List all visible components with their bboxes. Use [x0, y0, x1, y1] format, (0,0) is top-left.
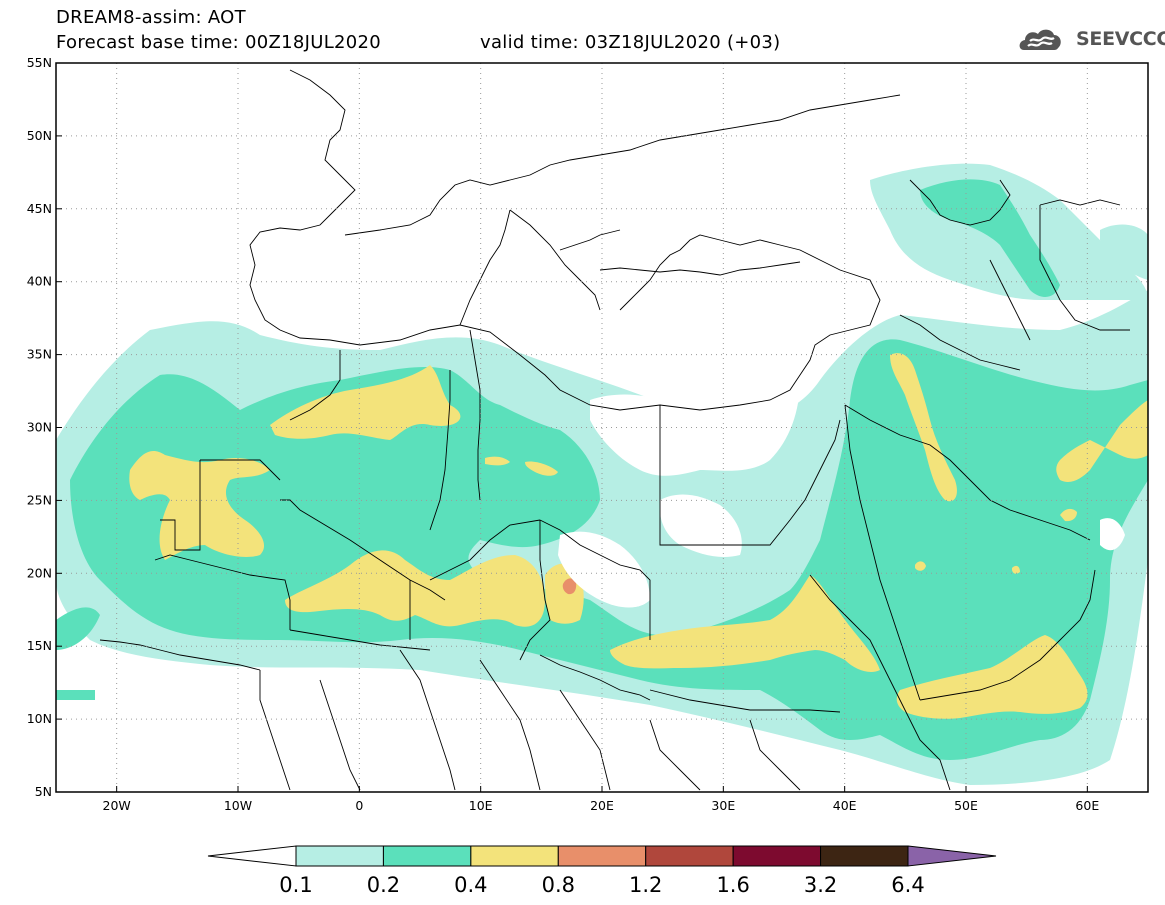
lon-label: 60E [1075, 798, 1099, 813]
lat-label: 10N [27, 711, 52, 726]
colorbar-label: 0.2 [367, 873, 400, 897]
lon-label: 10W [224, 798, 252, 813]
lon-label: 50E [954, 798, 978, 813]
colorbar-box-0.2-0.4 [382, 845, 472, 867]
forecast-base-time: Forecast base time: 00Z18JUL2020 [56, 32, 382, 53]
lon-label: 10E [469, 798, 493, 813]
colorbar-arrow-high [907, 845, 997, 867]
longitude-labels: 20W 10W 0 10E 20E 30E 40E 50E 60E [103, 798, 1100, 813]
colorbar-box-0.1-0.2 [295, 845, 384, 867]
lat-label: 35N [27, 347, 52, 362]
graticule [56, 63, 1148, 792]
colorbar-label: 3.2 [804, 873, 837, 897]
aot-layer-0.2-0.4 [56, 179, 1148, 760]
map-title: DREAM8-assim: AOT [56, 7, 246, 28]
colorbar-box-0.4-0.8 [470, 845, 559, 867]
colorbar-label: 0.8 [542, 873, 575, 897]
colorbar-box-0.8-1.2 [557, 845, 647, 867]
lat-label: 45N [27, 201, 52, 216]
country-borders [99, 69, 1130, 791]
latitude-labels: 55N 50N 45N 40N 35N 30N 25N 20N 15N 10N 5N [27, 55, 52, 799]
lon-label: 20E [590, 798, 614, 813]
lon-label: 40E [833, 798, 857, 813]
colorbar-labels: 0.1 0.2 0.4 0.8 1.2 1.6 3.2 6.4 [279, 873, 924, 897]
lat-label: 15N [27, 638, 52, 653]
aot-low-areas [558, 380, 1125, 608]
colorbar-label: 0.4 [454, 873, 487, 897]
lat-label: 55N [27, 55, 52, 70]
axis-ticks [56, 62, 1088, 793]
colorbar-label: 6.4 [891, 873, 924, 897]
colorbar-label: 1.6 [716, 873, 749, 897]
aot-layer-0.4-0.8 [129, 353, 1148, 719]
lat-label: 5N [35, 784, 52, 799]
colorbar-boxes [295, 845, 909, 867]
valid-time: valid time: 03Z18JUL2020 (+03) [480, 32, 781, 53]
lon-label: 30E [711, 798, 735, 813]
lat-label: 20N [27, 565, 52, 580]
colorbar-arrow-low [207, 845, 297, 867]
lat-label: 40N [27, 274, 52, 289]
lat-label: 30N [27, 420, 52, 435]
lon-label: 20W [103, 798, 131, 813]
colorbar-box-1.6-3.2 [732, 845, 822, 867]
colorbar-label: 1.2 [629, 873, 662, 897]
lon-label: 0 [355, 798, 363, 813]
logo-text: SEEVCCC [1076, 28, 1165, 50]
cloud-logo-icon [1019, 29, 1061, 50]
lat-label: 50N [27, 128, 52, 143]
colorbar-box-1.2-1.6 [645, 845, 734, 867]
aot-layer-0.8-1.2 [562, 578, 577, 595]
colorbar-box-3.2-6.4 [820, 845, 909, 867]
colorbar-label: 0.1 [279, 873, 312, 897]
lat-label: 25N [27, 492, 52, 507]
